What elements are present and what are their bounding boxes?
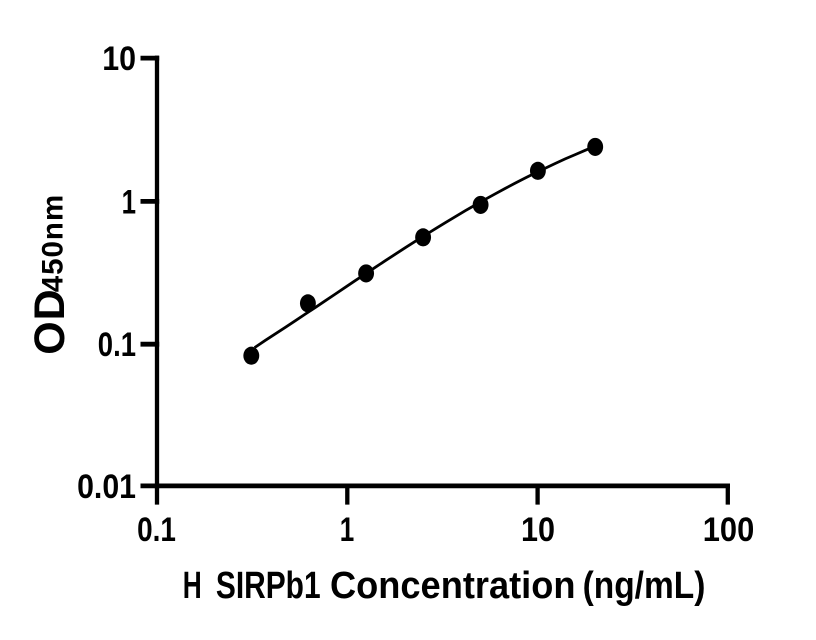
svg-text:H: H — [183, 565, 202, 607]
svg-text:0.1: 0.1 — [98, 326, 136, 364]
svg-text:1: 1 — [122, 183, 136, 221]
svg-text:1: 1 — [340, 511, 355, 549]
svg-text:10: 10 — [521, 511, 555, 549]
svg-text:0.01: 0.01 — [77, 468, 136, 506]
svg-text:10: 10 — [102, 40, 136, 78]
svg-text:100: 100 — [703, 511, 755, 549]
svg-text:0.1: 0.1 — [137, 511, 176, 549]
svg-text:SIRPb1: SIRPb1 — [216, 565, 321, 607]
svg-text:Concentration: Concentration — [330, 565, 576, 607]
svg-text:(ng/mL): (ng/mL) — [583, 565, 706, 607]
